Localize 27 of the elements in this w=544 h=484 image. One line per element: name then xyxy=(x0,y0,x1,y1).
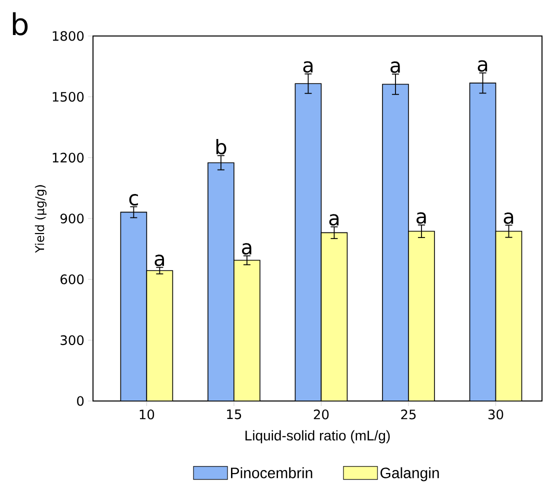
x-tick-label: 25 xyxy=(401,410,416,420)
y-tick-label: 1500 xyxy=(52,92,84,102)
annotation: c xyxy=(129,194,138,206)
y-tick-label: 0 xyxy=(77,396,84,406)
y-axis-title: Yield (µg/g) xyxy=(34,185,47,254)
x-tick-label: 30 xyxy=(488,410,504,420)
y-tick-label: 1800 xyxy=(52,31,84,42)
annotation: a xyxy=(416,212,426,224)
y-tick-label: 300 xyxy=(60,335,84,346)
y-tick-label: 1200 xyxy=(52,152,84,163)
x-tick-label: 10 xyxy=(140,410,154,420)
annotation: a xyxy=(329,214,339,226)
legend-label: Pinocembrin xyxy=(231,467,312,478)
annotation: a xyxy=(242,243,252,255)
annotation: a xyxy=(303,61,313,73)
annotation: a xyxy=(478,60,488,72)
annotation: b xyxy=(216,139,226,155)
legend-label: Galangin xyxy=(380,467,439,482)
annotation: a xyxy=(504,212,514,224)
annotation: a xyxy=(390,62,400,74)
x-axis-title: Liquid-solid ratio (mL/g) xyxy=(246,430,390,444)
x-tick-label: 15 xyxy=(227,410,242,420)
text: b xyxy=(12,12,28,36)
x-tick-label: 20 xyxy=(314,410,329,420)
y-tick-label: 900 xyxy=(60,214,84,224)
y-tick-label: 600 xyxy=(60,274,84,284)
annotation: a xyxy=(154,254,164,266)
